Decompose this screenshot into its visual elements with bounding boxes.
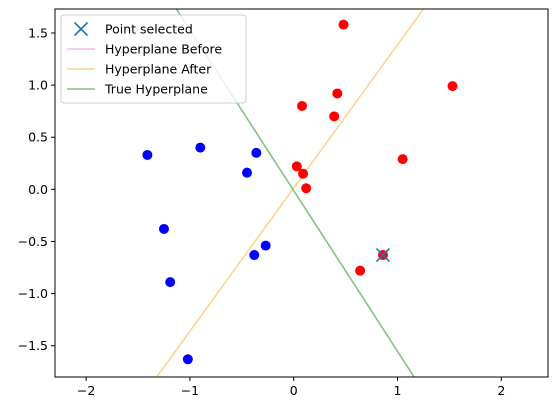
blue-point	[158, 223, 169, 234]
red-point	[301, 183, 312, 194]
red-point	[338, 19, 349, 30]
red-point	[355, 265, 366, 276]
x-tick-label: 0	[290, 383, 298, 398]
x-tick-label: 2	[497, 383, 505, 398]
x-tick-label: 1	[394, 383, 402, 398]
blue-point	[165, 277, 176, 288]
red-point	[447, 81, 458, 92]
y-tick-label: 0.5	[28, 130, 48, 145]
selected-point-marker	[375, 247, 391, 263]
hyperplane-after-line	[156, 9, 425, 377]
legend-label: Hyperplane Before	[105, 42, 222, 57]
blue-point	[251, 147, 262, 158]
red-point	[397, 154, 408, 165]
axes: −2 −1 0 1 2 −1.5 −1.0 −0.5 0.0 0.5 1.0 1.5	[18, 8, 549, 398]
legend-label: Point selected	[105, 22, 193, 37]
red-point	[329, 111, 340, 122]
x-tick-label: −1	[181, 383, 199, 398]
legend: Point selected Hyperplane Before Hyperplan…	[60, 14, 247, 104]
blue-point	[260, 240, 271, 251]
red-point	[298, 168, 309, 179]
blue-point	[249, 250, 260, 261]
red-point	[297, 100, 308, 111]
red-point	[332, 88, 343, 99]
y-tick-label: −1.5	[18, 338, 48, 353]
y-tick-label: −0.5	[18, 234, 48, 249]
y-tick-label: −1.0	[18, 286, 48, 301]
y-tick-label: 1.0	[28, 78, 48, 93]
legend-box	[60, 14, 247, 104]
blue-point	[242, 167, 253, 178]
blue-point	[195, 142, 206, 153]
red-point	[291, 161, 302, 172]
legend-label: True Hyperplane	[104, 82, 208, 97]
blue-point	[182, 354, 193, 365]
x-tick-label: −2	[77, 383, 95, 398]
legend-marker-selected	[73, 21, 89, 37]
axes-frame	[54, 8, 549, 378]
y-tick-label: 1.5	[28, 25, 48, 40]
y-tick-label: 0.0	[28, 182, 48, 197]
legend-label: Hyperplane After	[105, 62, 212, 77]
blue-point	[142, 149, 153, 160]
